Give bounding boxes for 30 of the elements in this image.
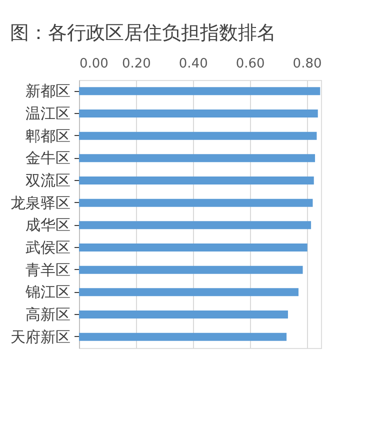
bar — [79, 110, 318, 118]
x-tick-label: 0.20 — [122, 56, 151, 72]
bar — [79, 154, 316, 162]
y-tick-label: 双流区 — [26, 172, 70, 190]
y-tick-label: 成华区 — [26, 216, 70, 234]
y-tick-label: 天府新区 — [10, 328, 70, 346]
x-tick-label: 0.00 — [80, 56, 108, 72]
bar — [79, 244, 308, 252]
y-tick-label: 高新区 — [26, 306, 70, 324]
y-tick-label: 温江区 — [26, 104, 70, 122]
bar — [79, 288, 299, 296]
chart-title: 图：各行政区居住负担指数排名 — [10, 22, 276, 44]
bar — [79, 221, 312, 230]
y-tick-label: 新都区 — [26, 82, 70, 100]
y-tick-label: 龙泉驿区 — [10, 194, 70, 212]
y-tick-label: 郫都区 — [26, 126, 70, 145]
bar — [79, 198, 313, 207]
y-tick-label: 青羊区 — [26, 260, 70, 279]
bar — [79, 176, 314, 184]
x-tick-label: 0.40 — [178, 56, 208, 72]
bar — [79, 87, 320, 96]
y-tick-label: 武侯区 — [26, 238, 70, 256]
bar — [79, 332, 287, 341]
bar — [79, 132, 317, 140]
y-tick-label: 锦江区 — [24, 283, 70, 302]
x-tick-label: 0.60 — [236, 56, 265, 72]
bar — [79, 310, 288, 318]
x-tick-label: 0.80 — [292, 56, 322, 72]
bar — [79, 266, 303, 274]
y-tick-label: 金牛区 — [26, 149, 70, 168]
